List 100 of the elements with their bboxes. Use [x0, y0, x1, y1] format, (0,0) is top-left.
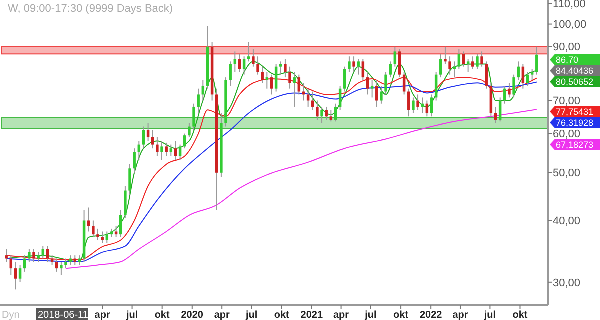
candlestick	[325, 106, 328, 120]
candlestick	[160, 140, 164, 161]
candlestick	[344, 66, 346, 92]
x-tick-label: okt	[512, 310, 528, 320]
text: Dyn	[2, 310, 20, 320]
candlestick	[444, 46, 447, 65]
candlestick	[288, 66, 292, 90]
x-tick-label: 2021	[300, 310, 324, 320]
candlestick	[37, 252, 40, 262]
candlestick	[357, 58, 360, 76]
candlestick	[128, 164, 132, 196]
candlestick	[156, 136, 159, 157]
x-tick-label: okt	[394, 310, 410, 320]
candlestick	[389, 61, 392, 78]
x-tick-label: jul	[364, 310, 378, 320]
candlestick	[416, 94, 420, 111]
x-tick-label: apr	[214, 310, 230, 320]
candlestick	[261, 66, 264, 84]
candlestick	[284, 58, 287, 78]
candlestick	[14, 261, 18, 290]
candlestick	[96, 228, 100, 241]
x-tick-label: okt	[274, 310, 290, 320]
candlestick	[316, 100, 319, 120]
candlestick	[476, 54, 479, 70]
candlestick	[18, 264, 22, 283]
candlestick	[330, 110, 333, 122]
price-tag: 80,50652	[550, 76, 600, 88]
candlestick	[362, 58, 365, 81]
candlestick	[242, 56, 246, 76]
candlestick	[498, 97, 502, 122]
candlestick	[92, 220, 95, 238]
candlestick	[87, 207, 90, 232]
y-tick-label: 60,00	[553, 128, 581, 141]
candlestick	[114, 226, 118, 238]
candlestick	[402, 72, 406, 96]
candlestick	[512, 74, 516, 98]
candlestick	[192, 103, 196, 131]
candlestick	[32, 248, 36, 262]
y-tick-label: 30,00	[553, 277, 581, 290]
candlestick	[69, 255, 72, 266]
candlestick	[151, 130, 154, 150]
candlestick	[352, 56, 356, 73]
candlestick	[298, 74, 301, 96]
y-tick-label: 40,00	[553, 216, 581, 228]
candlestick	[462, 51, 466, 68]
y-tick-label: 70,00	[553, 96, 581, 108]
candlestick	[142, 126, 146, 150]
candlestick	[412, 97, 415, 114]
x-tick-label: apr	[452, 310, 468, 320]
y-tick-label: 90,00	[553, 42, 581, 54]
x-tick-label: jul	[125, 310, 138, 320]
candlestick	[434, 72, 438, 102]
candlestick	[338, 85, 342, 111]
candlestick	[280, 61, 282, 76]
candlestick	[494, 106, 498, 124]
price-tag: 76,31928	[550, 117, 600, 128]
candlestick	[178, 144, 182, 161]
candlestick	[426, 100, 429, 118]
y-tick-label: 110,00	[553, 0, 586, 11]
line-series	[66, 109, 538, 270]
candlestick	[530, 68, 534, 81]
candlestick	[293, 72, 296, 108]
candlestick	[421, 97, 424, 114]
x-tick-label: apr	[94, 310, 110, 320]
candlestick	[370, 80, 374, 98]
candlestick	[46, 246, 50, 262]
candlestick	[64, 258, 68, 270]
price-tag: 67,18273	[550, 139, 600, 150]
candlestick	[453, 61, 456, 78]
candlestick	[504, 85, 506, 104]
candlestick	[270, 74, 274, 96]
candlestick	[458, 48, 461, 70]
candlestick	[184, 133, 186, 150]
candlestick	[376, 80, 378, 108]
candlestick	[60, 261, 63, 276]
price-tag: 77,75431	[550, 106, 600, 118]
candlestick	[348, 56, 351, 73]
candlestick	[398, 48, 402, 78]
candlestick	[252, 48, 255, 68]
candlestick	[133, 148, 136, 174]
candlestick	[146, 122, 150, 142]
candlestick	[5, 248, 8, 262]
candlestick	[485, 61, 488, 90]
candlestick	[28, 248, 31, 262]
candlestick	[480, 51, 484, 68]
candlestick	[188, 122, 191, 138]
candlestick	[536, 46, 538, 76]
candlestick	[366, 72, 370, 96]
x-tick-label: jul	[244, 310, 258, 320]
candlestick	[312, 91, 314, 111]
candlestick	[408, 88, 410, 118]
candlestick	[440, 54, 442, 78]
candlestick	[101, 231, 104, 244]
candlestick	[170, 144, 173, 157]
candlestick	[448, 56, 452, 76]
candlestick	[229, 61, 232, 86]
candlestick	[306, 88, 310, 108]
candlestick	[197, 88, 200, 114]
x-tick-label: okt	[154, 310, 171, 320]
x-tick-label: jul	[483, 310, 496, 320]
